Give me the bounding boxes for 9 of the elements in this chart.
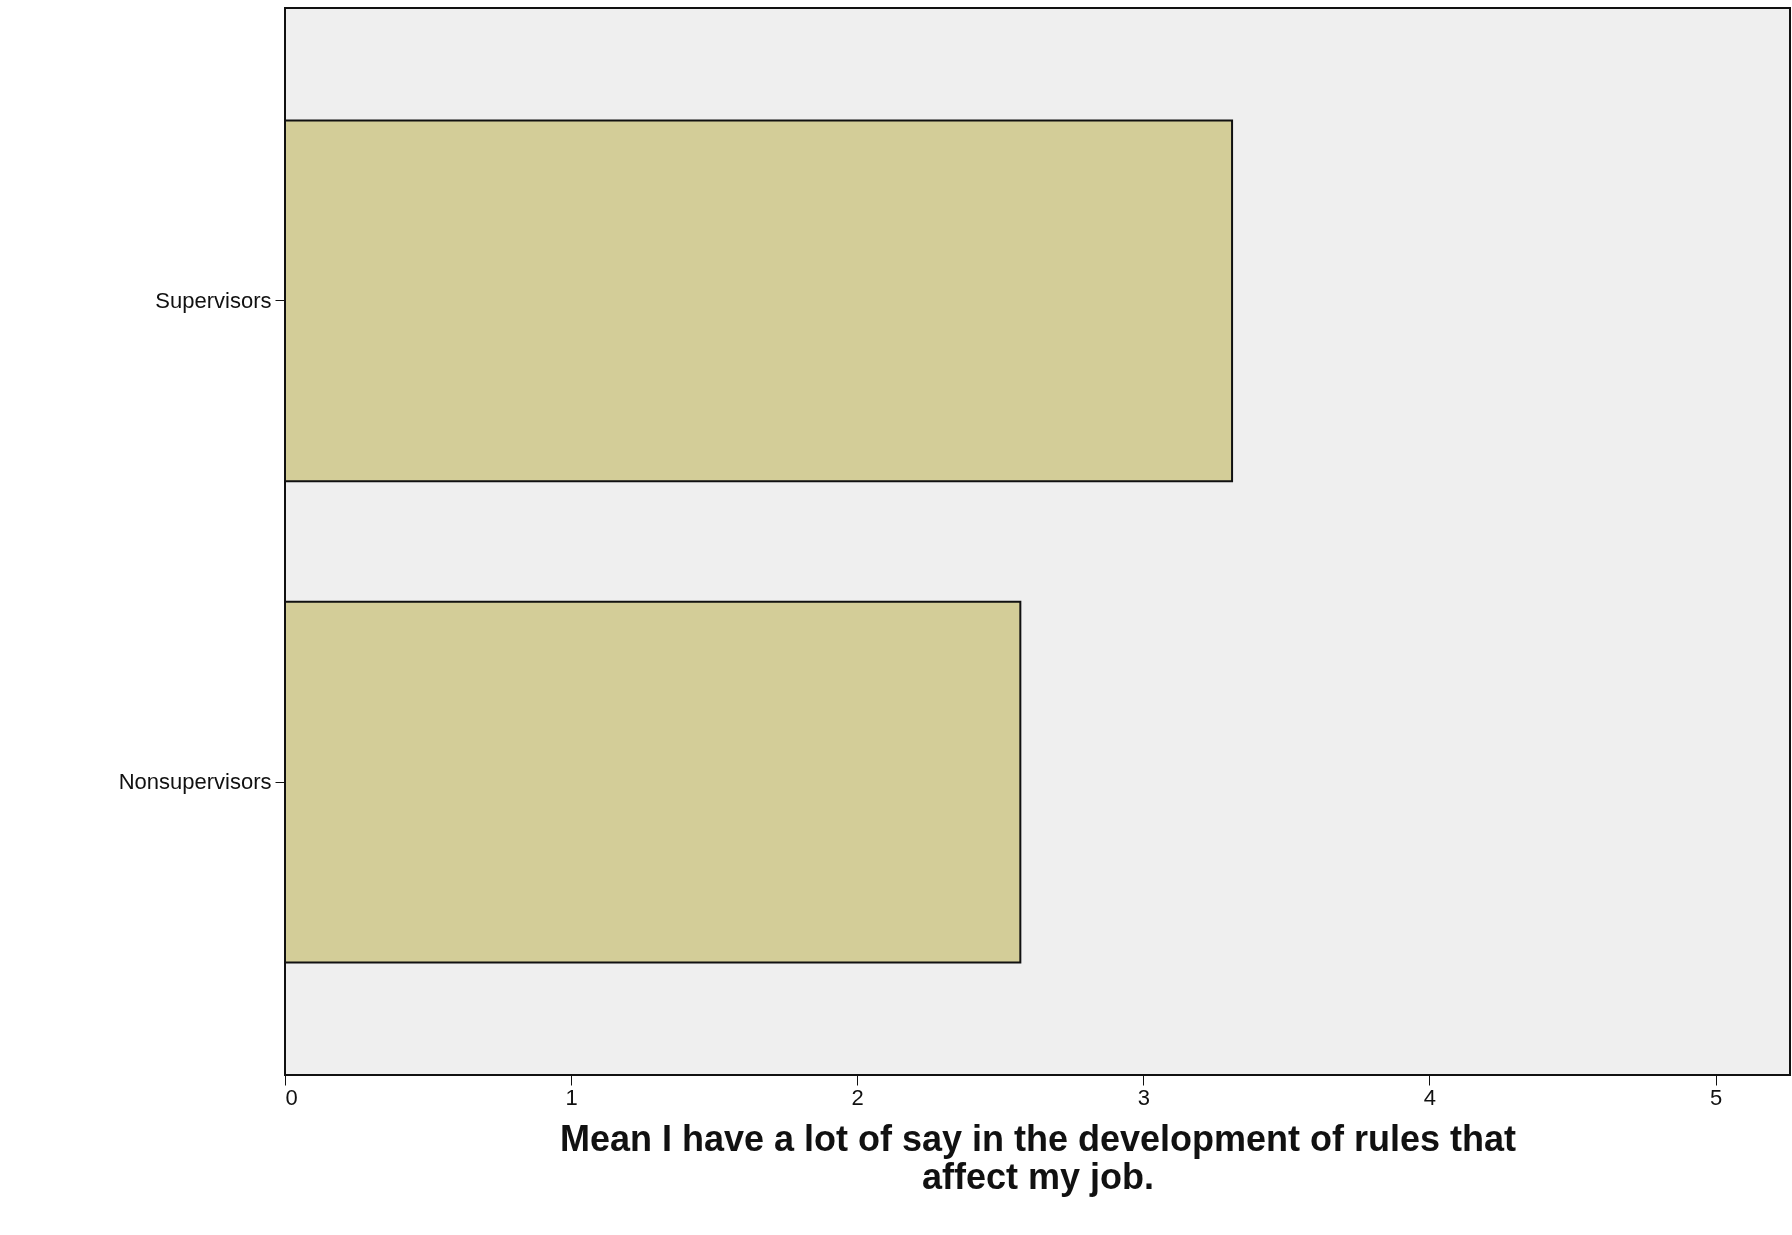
x-tick-label: 4 — [1423, 1084, 1437, 1110]
x-tick-label: 0 — [285, 1084, 298, 1110]
x-tick-label: 1 — [565, 1084, 578, 1110]
x-tick-label: 5 — [1709, 1084, 1723, 1110]
y-tick-label: Supervisors — [155, 287, 272, 313]
x-tick-label: 2 — [851, 1084, 864, 1110]
y-tick-label: Nonsupervisors — [118, 769, 272, 795]
x-axis-title: Mean I have a lot of say in the development of rules that affect my job. — [559, 1117, 1517, 1197]
x-tick-label: 3 — [1137, 1084, 1150, 1110]
